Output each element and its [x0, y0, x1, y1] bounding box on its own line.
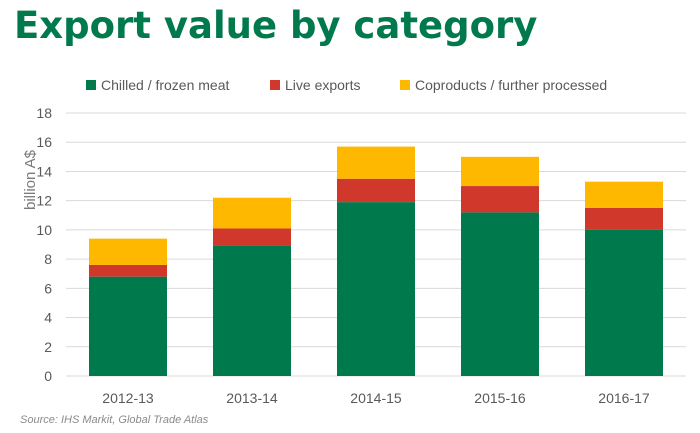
bar-segment — [585, 229, 663, 376]
x-tick-label: 2016-17 — [598, 390, 650, 406]
bar-segment — [461, 212, 539, 376]
y-axis-ticks: 0 2 4 6 8 10 12 14 16 18 — [36, 105, 52, 384]
x-tick-label: 2014-15 — [350, 390, 402, 406]
x-tick-label: 2013-14 — [226, 390, 278, 406]
y-tick-label: 14 — [36, 163, 52, 179]
bar-segment — [89, 276, 167, 376]
y-tick-label: 8 — [44, 251, 52, 267]
bar-segment — [337, 146, 415, 179]
x-tick-label: 2012-13 — [102, 390, 154, 406]
y-tick-label: 10 — [36, 222, 52, 238]
chart-title: Export value by category — [14, 4, 538, 47]
bar-segment — [89, 238, 167, 265]
bar-segment — [461, 156, 539, 187]
y-tick-label: 6 — [44, 280, 52, 296]
x-tick-label: 2015-16 — [474, 390, 526, 406]
y-axis-label: billion A$ — [22, 149, 39, 210]
bar-segment — [585, 181, 663, 208]
legend-swatch — [270, 80, 280, 90]
bars — [89, 146, 663, 376]
bar-segment — [461, 186, 539, 213]
bar-segment — [337, 202, 415, 376]
y-tick-label: 4 — [44, 310, 52, 326]
y-tick-label: 0 — [44, 368, 52, 384]
y-tick-label: 18 — [36, 105, 52, 121]
y-tick-label: 16 — [36, 134, 52, 150]
legend-label: Live exports — [285, 77, 360, 93]
x-axis-ticks: 2012-13 2013-14 2014-15 2015-16 2016-17 — [102, 390, 650, 406]
legend-label: Chilled / frozen meat — [101, 77, 230, 93]
source-note: Source: IHS Markit, Global Trade Atlas — [20, 414, 209, 426]
bar-segment — [337, 178, 415, 203]
legend-label: Coproducts / further processed — [415, 77, 607, 93]
y-tick-label: 2 — [44, 339, 52, 355]
bar-segment — [213, 245, 291, 376]
bar-segment — [89, 264, 167, 277]
bar-segment — [585, 207, 663, 230]
y-tick-label: 12 — [36, 193, 52, 209]
legend: Chilled / frozen meat Live exports Coprodu… — [86, 77, 607, 93]
bar-segment — [213, 228, 291, 246]
legend-swatch — [86, 80, 96, 90]
bar-segment — [213, 197, 291, 229]
legend-swatch — [400, 80, 410, 90]
